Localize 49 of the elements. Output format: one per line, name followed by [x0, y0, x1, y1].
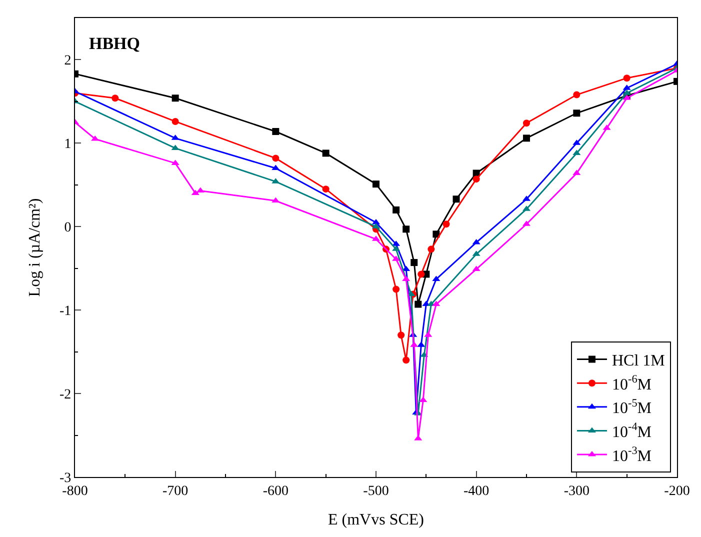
point — [472, 176, 480, 183]
x-tick-label: -800 — [62, 484, 88, 499]
point — [472, 238, 480, 244]
point — [523, 120, 530, 127]
legend-label: 10$^{-3}$M — [612, 445, 652, 465]
x-tick-label: -300 — [564, 484, 590, 499]
x-tick-label: -400 — [463, 484, 490, 499]
point — [623, 74, 630, 82]
x-axis-title: E (mVvs SCE) — [328, 512, 424, 528]
y-tick-label: -1 — [60, 304, 72, 319]
point — [432, 230, 440, 238]
point — [428, 246, 435, 253]
point — [452, 196, 460, 203]
point — [172, 118, 179, 125]
point — [172, 94, 179, 102]
legend-label: 10$^{-5}$M — [612, 397, 652, 418]
point — [573, 91, 580, 98]
y-axis-title: Log i (µA/cm²) — [26, 198, 44, 297]
point — [322, 186, 330, 193]
x-tick-label: -200 — [664, 484, 690, 499]
legend-label: 10$^{-6}$M — [612, 374, 652, 394]
x-tick-label: -700 — [162, 484, 188, 499]
x-tick-label: -500 — [363, 484, 389, 499]
point — [272, 154, 280, 162]
x-tick-label: -600 — [262, 484, 289, 499]
legend-label: HCl 1M — [612, 352, 665, 370]
point — [398, 332, 405, 339]
y-tick-label: -2 — [60, 387, 72, 402]
y-tick-label: -3 — [60, 470, 72, 486]
point — [523, 134, 530, 142]
y-tick-label: 2 — [64, 54, 72, 69]
point — [272, 128, 280, 135]
legend-label: 10$^{-4}$M — [612, 421, 652, 441]
text: HBHQ — [89, 34, 140, 53]
point — [392, 286, 400, 293]
point — [112, 94, 119, 102]
point — [372, 180, 380, 188]
point — [418, 270, 425, 278]
point — [402, 356, 410, 364]
point — [402, 226, 410, 233]
point — [392, 206, 400, 214]
point — [322, 150, 330, 157]
point — [272, 197, 280, 203]
point — [414, 300, 422, 308]
point — [573, 110, 580, 117]
point — [442, 220, 450, 228]
point — [410, 259, 418, 266]
y-tick-label: 0 — [64, 220, 72, 236]
y-tick-label: 1 — [64, 137, 72, 152]
